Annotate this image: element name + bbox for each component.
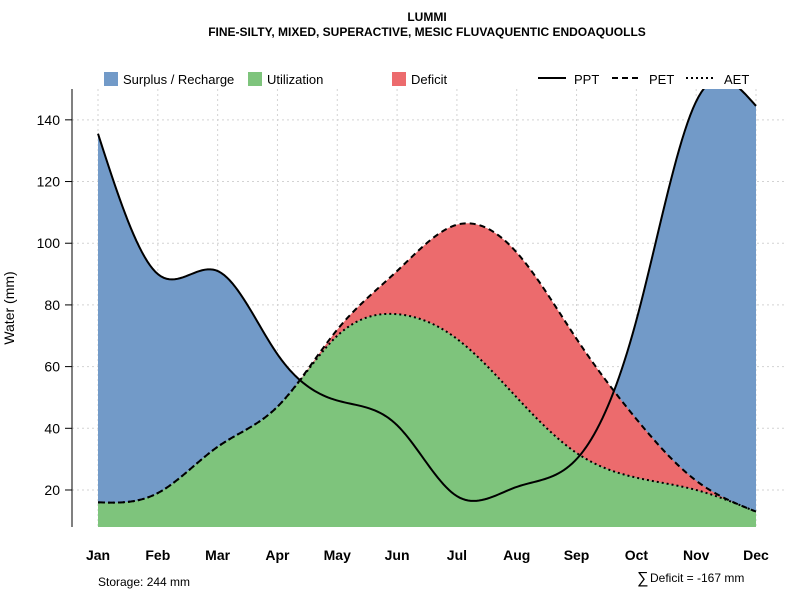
ppt-line <box>97 89 757 502</box>
chart-subtitle: FINE-SILTY, MIXED, SUPERACTIVE, MESIC FL… <box>208 25 646 39</box>
sum-icon: ∑ <box>637 570 648 587</box>
chart-title: LUMMI <box>407 10 446 24</box>
legend-swatch-surplus <box>104 72 118 86</box>
y-tick-label: 60 <box>44 359 60 375</box>
legend-swatch-deficit <box>392 72 406 86</box>
legend-label-utilization: Utilization <box>267 72 323 87</box>
y-tick-label: 80 <box>44 297 60 313</box>
x-tick-label: Mar <box>205 547 230 563</box>
storage-annotation: Storage: 244 mm <box>98 575 190 589</box>
y-axis: 20 40 60 80 100 120 140 <box>37 112 72 498</box>
x-tick-label: Dec <box>743 547 769 563</box>
deficit-annotation: Deficit = -167 mm <box>650 571 744 585</box>
x-tick-label: Nov <box>683 547 710 563</box>
legend-label-aet: AET <box>724 72 749 87</box>
legend-label-surplus: Surplus / Recharge <box>123 72 234 87</box>
y-tick-label: 120 <box>37 174 61 190</box>
x-tick-label: Apr <box>265 547 290 563</box>
y-tick-label: 20 <box>44 482 60 498</box>
legend-label-ppt: PPT <box>574 72 599 87</box>
y-tick-label: 40 <box>44 420 60 436</box>
x-tick-label: Aug <box>503 547 530 563</box>
x-tick-label: Sep <box>564 547 590 563</box>
surplus-recharge-area <box>98 89 756 527</box>
x-tick-label: Jun <box>385 547 410 563</box>
x-tick-label: Feb <box>145 547 170 563</box>
x-tick-label: Jul <box>447 547 467 563</box>
x-tick-label: Jan <box>86 547 110 563</box>
legend-label-pet: PET <box>649 72 674 87</box>
pet-line <box>97 222 757 513</box>
y-tick-label: 140 <box>37 112 61 128</box>
x-axis: Jan Feb Mar Apr May Jun Jul Aug Sep Oct Nov Dec <box>86 547 769 563</box>
legend-label-deficit: Deficit <box>411 72 448 87</box>
legend-swatch-utilization <box>248 72 262 86</box>
x-tick-label: Oct <box>625 547 649 563</box>
legend: Surplus / Recharge Utilization Deficit P… <box>104 72 749 87</box>
utilization-area <box>98 313 756 527</box>
y-axis-label: Water (mm) <box>1 271 17 344</box>
x-tick-label: May <box>324 547 351 563</box>
y-tick-label: 100 <box>37 235 61 251</box>
